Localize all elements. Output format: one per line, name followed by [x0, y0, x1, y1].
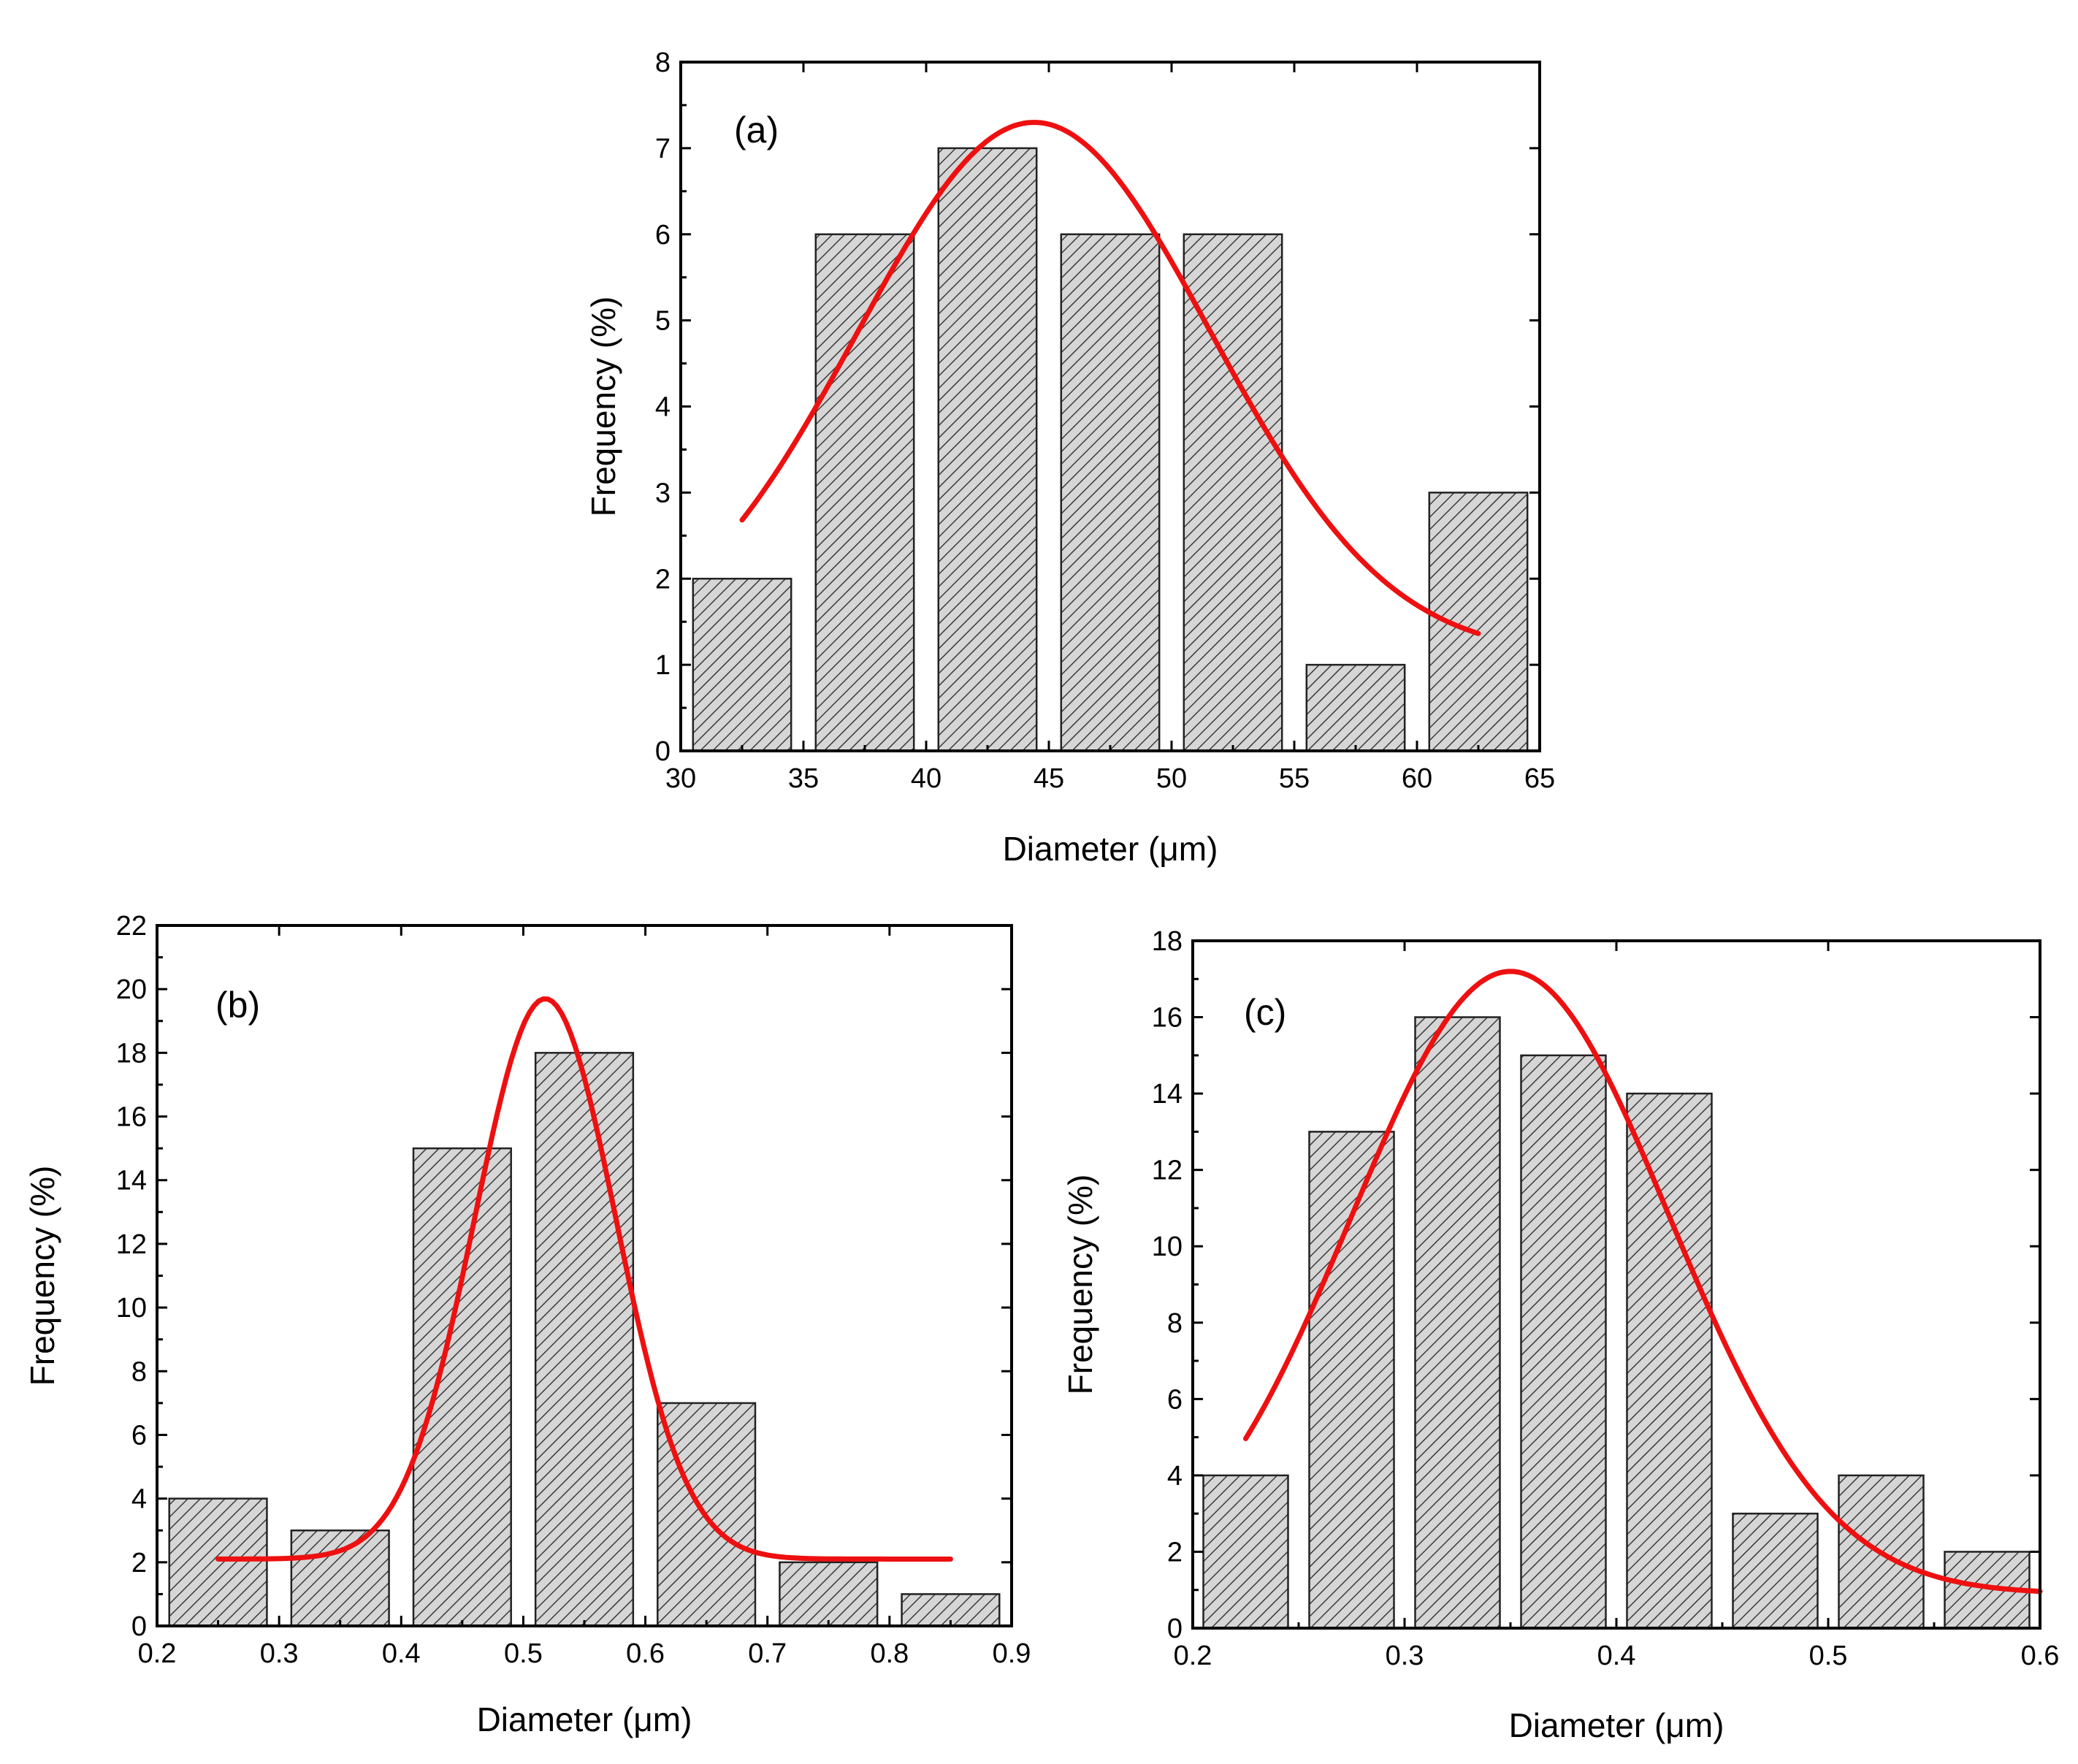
y-axis-title-b: Frequency (%) — [23, 1166, 61, 1386]
y-tick-label-a-2: 2 — [655, 564, 671, 595]
x-tick-label-b-4: 0.6 — [626, 1638, 665, 1669]
x-tick-label-a-2: 40 — [911, 763, 941, 794]
x-axis-title-b: Diameter (μm) — [477, 1700, 692, 1738]
y-tick-label-b-11: 22 — [116, 911, 147, 942]
chart-panel-b: 0.2 0.3 0.4 0.5 0.6 0.7 0.8 0.9 0 2 4 6 8 10 12 14 16 18 2… — [23, 911, 1031, 1738]
y-tick-label-c-2: 4 — [1167, 1461, 1183, 1492]
y-tick-label-b-3: 6 — [131, 1420, 147, 1451]
bars-a — [692, 147, 1529, 752]
y-tick-label-c-9: 18 — [1152, 926, 1183, 957]
bar-a-1 — [692, 578, 792, 752]
x-axis-title-c: Diameter (μm) — [1509, 1706, 1724, 1744]
bar-a-6 — [1305, 663, 1406, 752]
y-tick-label-a-1: 1 — [655, 650, 671, 681]
y-tick-label-c-0: 0 — [1167, 1614, 1183, 1644]
y-tick-label-b-1: 2 — [131, 1548, 147, 1578]
x-tick-label-c-1: 0.3 — [1386, 1641, 1424, 1671]
y-axis-title-c: Frequency (%) — [1061, 1175, 1099, 1395]
y-tick-label-a-4: 4 — [655, 392, 671, 423]
x-tick-label-a-0: 30 — [665, 763, 696, 794]
y-tick-label-b-8: 16 — [116, 1102, 147, 1133]
panel-label-c: (c) — [1244, 992, 1286, 1033]
y-tick-label-a-5: 5 — [655, 306, 671, 337]
x-axis-title-a: Diameter (μm) — [1003, 830, 1218, 868]
y-tick-label-c-4: 8 — [1167, 1308, 1183, 1339]
bar-a-2 — [814, 233, 915, 752]
bar-a-3 — [937, 147, 1038, 752]
x-tick-label-b-0: 0.2 — [138, 1638, 177, 1669]
x-tick-label-a-1: 35 — [788, 763, 819, 794]
x-tick-label-a-5: 55 — [1279, 763, 1310, 794]
x-tick-label-b-5: 0.7 — [748, 1638, 787, 1669]
y-tick-label-c-8: 16 — [1152, 1003, 1183, 1034]
bar-c-2 — [1308, 1131, 1395, 1630]
bar-b-2 — [290, 1529, 390, 1627]
y-tick-label-b-7: 14 — [116, 1166, 147, 1196]
bar-c-5 — [1626, 1092, 1713, 1630]
bars-c — [1202, 1016, 2031, 1630]
y-tick-label-a-3: 3 — [655, 478, 671, 508]
panel-label-a: (a) — [734, 110, 779, 150]
gaussian-fit-a — [739, 120, 1481, 636]
x-tick-label-a-6: 60 — [1402, 763, 1432, 794]
bar-c-7 — [1838, 1474, 1925, 1630]
bar-b-3 — [412, 1147, 512, 1627]
panel-label-b: (b) — [215, 985, 260, 1026]
x-tick-label-a-3: 45 — [1034, 763, 1064, 794]
x-tick-label-a-4: 50 — [1156, 763, 1187, 794]
y-tick-label-c-6: 12 — [1152, 1156, 1183, 1186]
y-tick-label-a-8: 8 — [655, 47, 671, 78]
y-axis-title-a: Frequency (%) — [584, 297, 622, 517]
x-tick-label-c-4: 0.6 — [2021, 1641, 2060, 1671]
y-tick-label-b-2: 4 — [131, 1484, 147, 1515]
y-tick-label-c-5: 10 — [1152, 1232, 1183, 1262]
x-tick-label-b-2: 0.4 — [382, 1638, 421, 1669]
bar-a-5 — [1183, 233, 1283, 752]
y-tick-label-a-7: 7 — [655, 134, 671, 164]
gaussian-fit-b — [215, 996, 953, 1562]
bar-c-1 — [1202, 1474, 1289, 1630]
y-tick-label-c-1: 2 — [1167, 1537, 1183, 1568]
y-tick-label-b-6: 12 — [116, 1229, 147, 1260]
y-tick-label-c-7: 14 — [1152, 1079, 1183, 1110]
x-tick-label-b-6: 0.8 — [870, 1638, 909, 1669]
x-tick-label-b-3: 0.5 — [504, 1638, 543, 1669]
x-tick-label-c-0: 0.2 — [1174, 1641, 1212, 1671]
y-tick-label-b-10: 20 — [116, 974, 147, 1005]
y-tick-label-c-3: 6 — [1167, 1384, 1183, 1415]
x-tick-label-c-2: 0.4 — [1597, 1641, 1636, 1671]
x-tick-label-b-7: 0.9 — [993, 1638, 1031, 1669]
bar-b-6 — [779, 1561, 879, 1627]
x-tick-label-c-3: 0.5 — [1809, 1641, 1848, 1671]
bar-a-4 — [1060, 233, 1161, 752]
chart-panel-c: 0.2 0.3 0.4 0.5 0.6 0 2 4 6 8 10 12 14 16 18 (c) Diame… — [1061, 926, 2059, 1744]
x-tick-label-b-1: 0.3 — [260, 1638, 299, 1669]
y-tick-label-b-9: 18 — [116, 1038, 147, 1069]
bar-c-3 — [1414, 1016, 1501, 1630]
bar-c-6 — [1732, 1512, 1819, 1630]
y-tick-label-a-0: 0 — [655, 736, 671, 767]
ticks-c: 0.2 0.3 0.4 0.5 0.6 0 2 4 6 8 10 12 14 16 18 — [1152, 926, 2060, 1671]
bars-b — [168, 1052, 1001, 1627]
bar-c-4 — [1520, 1054, 1607, 1630]
bar-b-1 — [168, 1497, 268, 1627]
y-tick-label-b-5: 10 — [116, 1293, 147, 1324]
y-tick-label-b-0: 0 — [131, 1611, 147, 1642]
gaussian-fit-c — [1243, 969, 2043, 1595]
x-tick-label-a-7: 65 — [1524, 763, 1555, 794]
y-tick-label-b-4: 8 — [131, 1356, 147, 1387]
y-tick-label-a-6: 6 — [655, 220, 671, 251]
ticks-b: 0.2 0.3 0.4 0.5 0.6 0.7 0.8 0.9 0 2 4 6 8 10 12 14 16 18 2… — [116, 911, 1031, 1669]
bar-b-4 — [534, 1052, 635, 1627]
